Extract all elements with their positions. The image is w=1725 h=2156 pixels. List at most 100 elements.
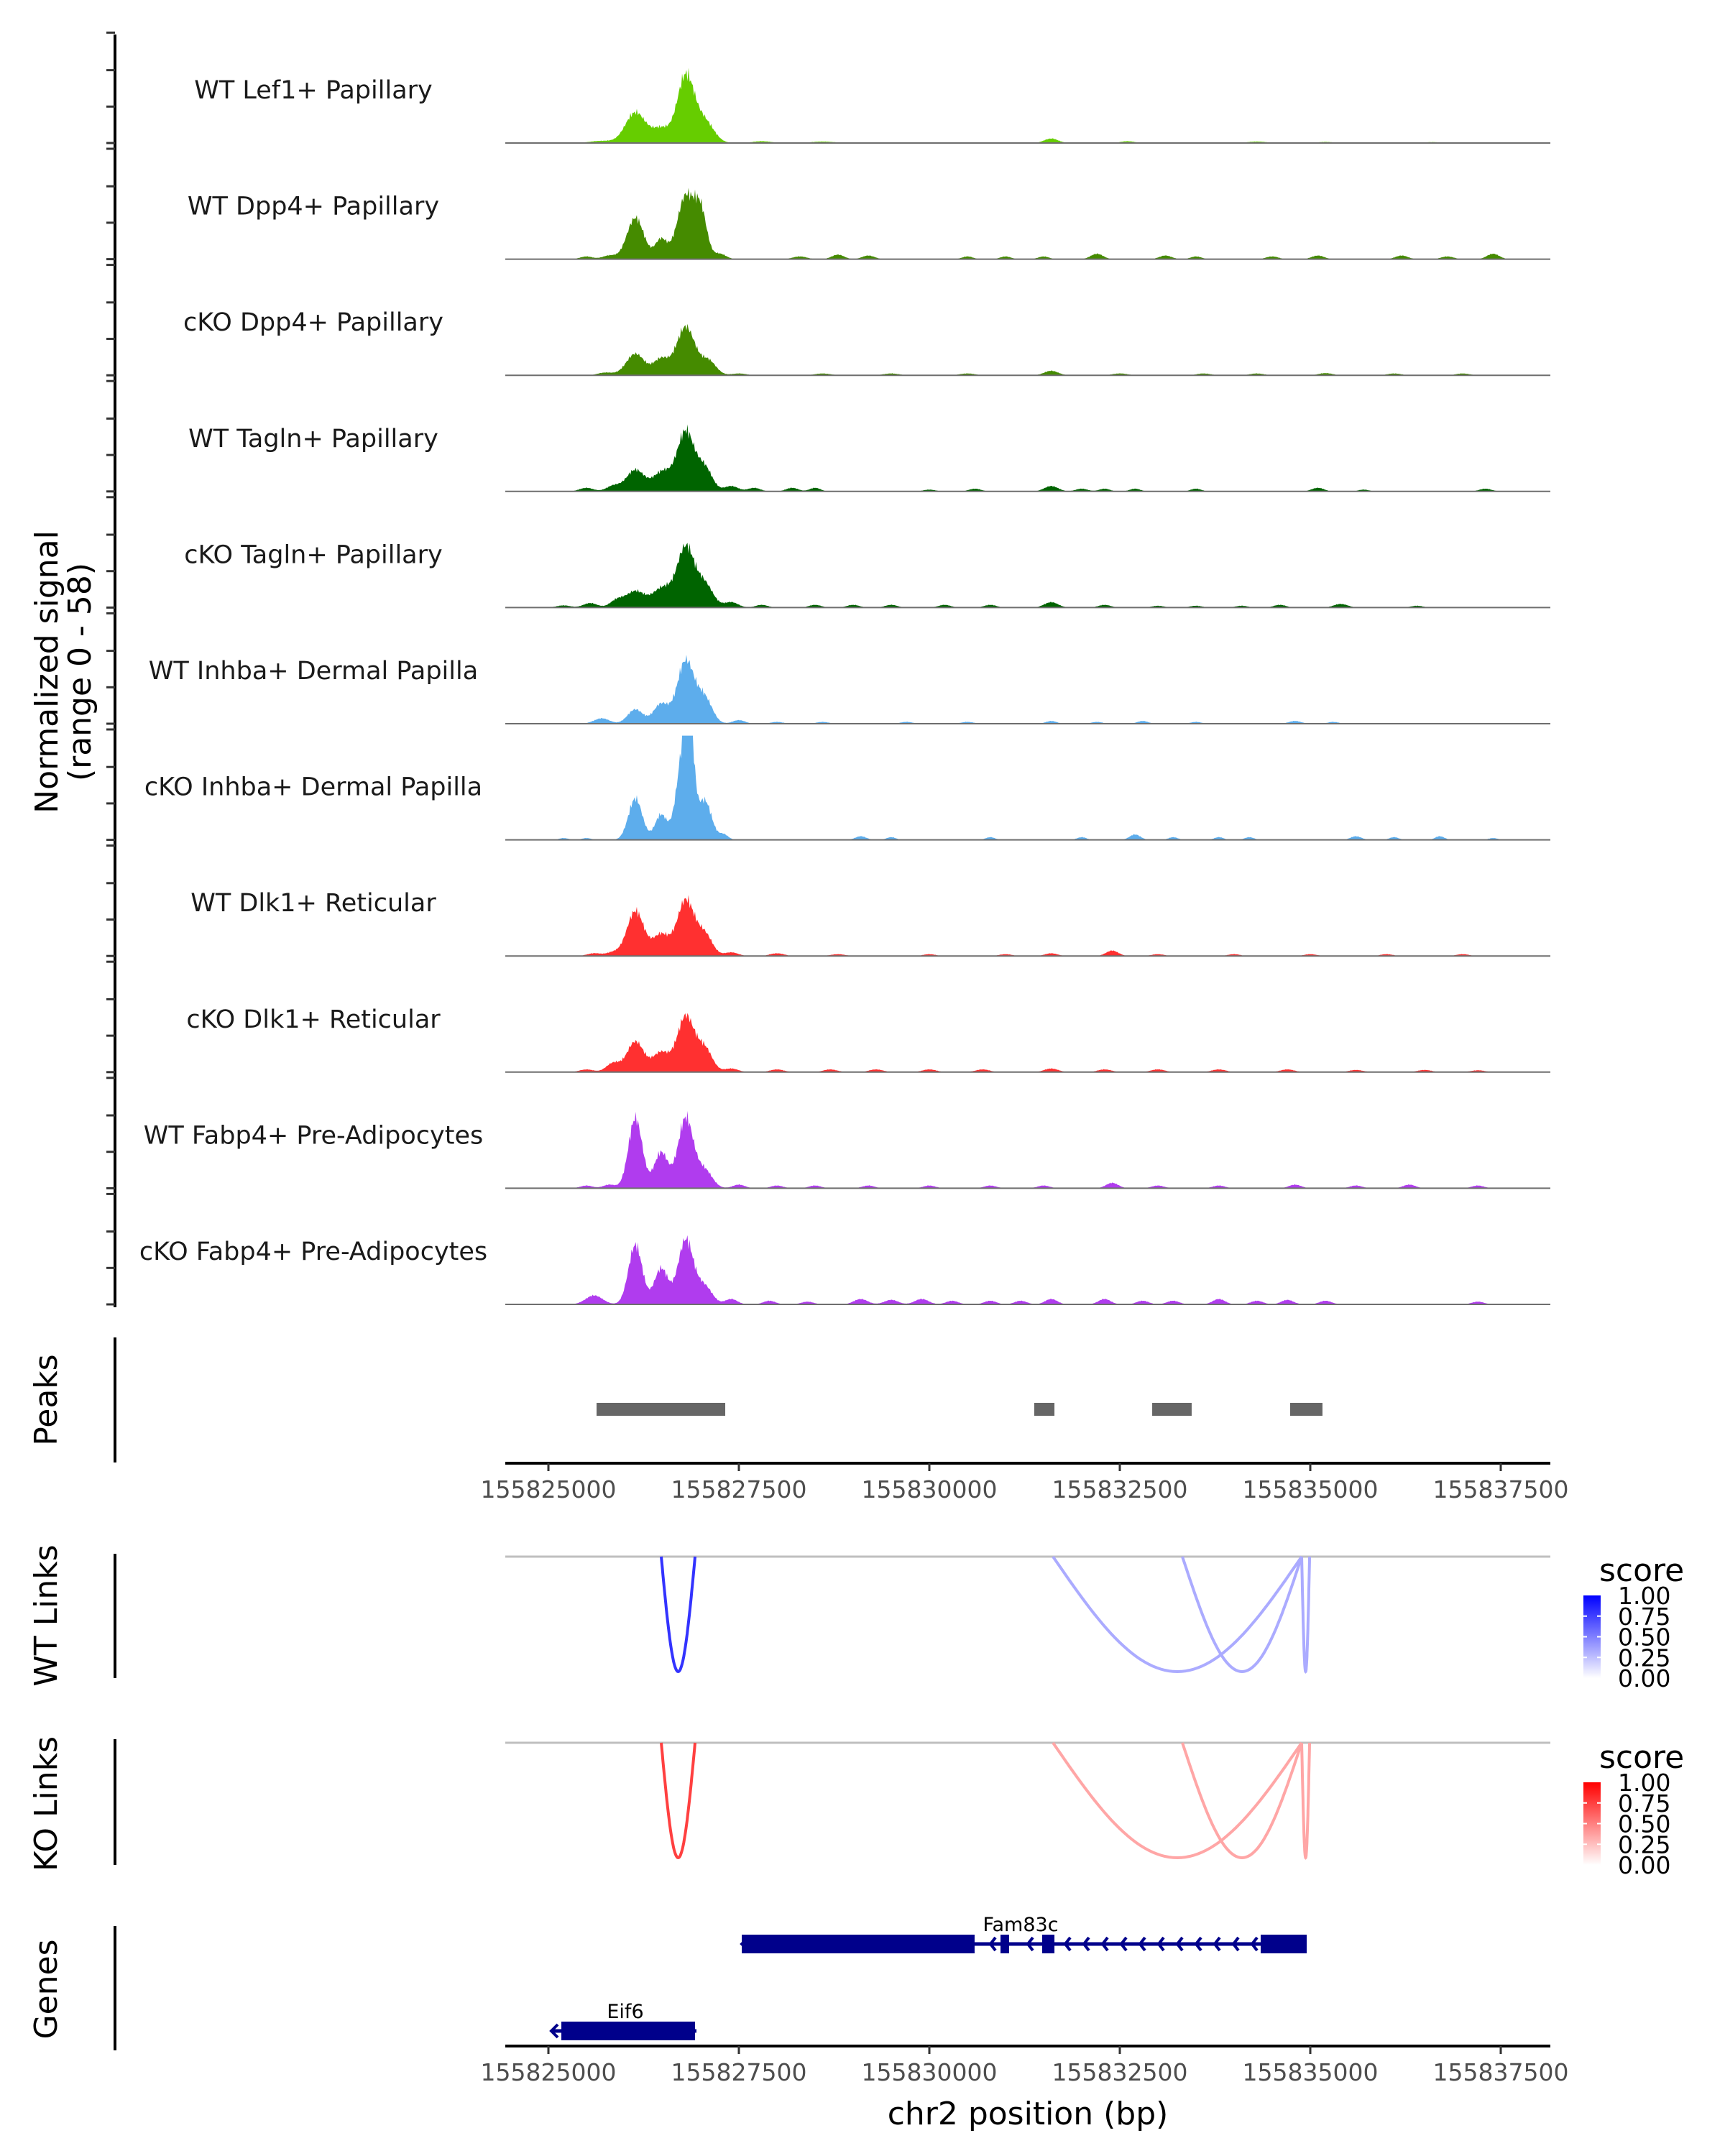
legend-tick-label: 1.00 — [1618, 1582, 1670, 1610]
track-label: cKO Fabp4+ Pre-Adipocytes — [139, 1238, 487, 1266]
legend-title: score — [1599, 1739, 1684, 1776]
ko-links — [505, 1741, 1550, 1860]
coverage-track: cKO Tagln+ Papillary — [184, 540, 1550, 609]
x-tick-label: 155832500 — [1052, 2058, 1188, 2086]
track-label: WT Dlk1+ Reticular — [190, 889, 436, 918]
strand-arrow-icon — [1082, 1936, 1090, 1952]
x-tick-label: 155837500 — [1433, 2058, 1569, 2086]
coverage-track: cKO Fabp4+ Pre-Adipocytes — [139, 1235, 1550, 1305]
x-tick-label: 155837500 — [1433, 1475, 1569, 1503]
peak-region — [596, 1403, 726, 1416]
x-axis-bottom: 155825000 155827500 155830000 155832500 1558… — [481, 2045, 1569, 2086]
strand-arrow-icon — [1026, 1936, 1034, 1952]
coverage-area — [505, 424, 1550, 492]
coverage-ylabel-line2: (range 0 - 58) — [62, 563, 98, 781]
gene-model: Eif6 — [549, 2001, 696, 2040]
track-label: WT Fabp4+ Pre-Adipocytes — [144, 1121, 483, 1150]
gene-model: Fam83c — [740, 1914, 1307, 1953]
link-arc — [1300, 1556, 1311, 1674]
track-label: cKO Dpp4+ Papillary — [183, 308, 443, 337]
strand-arrow-icon — [549, 2023, 559, 2039]
strand-arrow-icon — [1156, 1936, 1165, 1952]
peak-regions — [596, 1403, 1322, 1416]
link-arc — [1052, 1555, 1303, 1674]
strand-arrow-icon — [1138, 1936, 1146, 1952]
coverage-track: cKO Dpp4+ Papillary — [183, 308, 1550, 377]
coverage-area — [505, 895, 1550, 957]
x-tick-label: 155835000 — [1243, 1475, 1379, 1503]
legend-title: score — [1599, 1552, 1684, 1589]
x-axis-top: 155825000 155827500 155830000 155832500 1558… — [481, 1462, 1569, 1503]
coverage-track: WT Tagln+ Papillary — [188, 424, 1550, 492]
track-label: WT Inhba+ Dermal Papilla — [149, 657, 478, 686]
legend-tick-label: 0.50 — [1618, 1623, 1670, 1651]
x-tick-label: 155825000 — [481, 2058, 617, 2086]
x-tick-label: 155827500 — [671, 1475, 807, 1503]
strand-arrow-icon — [1213, 1936, 1221, 1952]
link-arc — [1181, 1556, 1303, 1674]
coverage-area — [505, 188, 1550, 259]
legend-tick-label: 0.25 — [1618, 1830, 1670, 1858]
coverage-area — [505, 1235, 1550, 1304]
x-tick-label: 155830000 — [862, 1475, 998, 1503]
gene-label: Fam83c — [983, 1914, 1058, 1936]
legend-tick-label: 0.75 — [1618, 1603, 1670, 1631]
coverage-track: WT Dpp4+ Papillary — [188, 188, 1550, 260]
legend-tick-label: 1.00 — [1618, 1769, 1670, 1797]
link-arc — [660, 1556, 696, 1674]
strand-arrow-icon — [1119, 1936, 1128, 1952]
coverage-track: cKO Inhba+ Dermal Papilla — [144, 735, 1550, 841]
coverage-area — [505, 543, 1550, 608]
coverage-y-ticks — [106, 31, 115, 1306]
coverage-track: WT Dlk1+ Reticular — [190, 889, 1550, 957]
coverage-track: cKO Dlk1+ Reticular — [186, 1005, 1550, 1073]
coverage-area — [505, 1110, 1550, 1189]
track-label: WT Lef1+ Papillary — [194, 76, 433, 105]
coverage-area — [505, 323, 1550, 376]
coverage-track: WT Lef1+ Papillary — [194, 68, 1550, 144]
wt-links — [505, 1555, 1550, 1674]
coverage-track: WT Inhba+ Dermal Papilla — [149, 655, 1550, 724]
x-tick-label: 155825000 — [481, 1475, 617, 1503]
coverage-area — [505, 1013, 1550, 1072]
peak-region — [1290, 1403, 1322, 1416]
strand-arrow-icon — [1100, 1936, 1109, 1952]
link-arc — [660, 1742, 696, 1860]
peak-region — [1152, 1403, 1192, 1416]
coverage-track: WT Fabp4+ Pre-Adipocytes — [144, 1110, 1550, 1189]
track-label: WT Dpp4+ Papillary — [188, 193, 439, 221]
legend-tick-label: 0.25 — [1618, 1644, 1670, 1672]
peak-region — [1034, 1403, 1055, 1416]
link-arc — [1181, 1742, 1303, 1860]
strand-arrow-icon — [988, 1936, 997, 1952]
track-label: cKO Dlk1+ Reticular — [186, 1005, 441, 1034]
strand-arrow-icon — [1194, 1936, 1202, 1952]
gene-exon — [561, 2022, 696, 2040]
track-label: cKO Inhba+ Dermal Papilla — [144, 773, 482, 802]
x-tick-label: 155827500 — [671, 2058, 807, 2086]
wt-links-track-label: WT Links — [28, 1544, 65, 1686]
gene-exon — [1041, 1935, 1055, 1953]
gene-models: Fam83c Eif6 — [549, 1914, 1307, 2040]
link-arc — [1300, 1742, 1311, 1860]
strand-arrow-icon — [1231, 1936, 1240, 1952]
legend-tick-label: 0.75 — [1618, 1789, 1670, 1818]
track-label: WT Tagln+ Papillary — [188, 425, 438, 453]
genes-track-label: Genes — [28, 1939, 65, 2039]
gene-exon — [1260, 1935, 1307, 1953]
coverage-area — [505, 655, 1550, 724]
legend-tick-label: 0.00 — [1618, 1851, 1670, 1879]
x-tick-label: 155835000 — [1243, 2058, 1379, 2086]
x-axis-title: chr2 position (bp) — [888, 2096, 1169, 2132]
x-tick-label: 155830000 — [862, 2058, 998, 2086]
x-tick-label: 155832500 — [1052, 1475, 1188, 1503]
coverage-tracks: WT Lef1+ Papillary WT Dpp4+ Papillary cKO … — [139, 68, 1550, 1305]
strand-arrow-icon — [740, 1936, 750, 1952]
gene-label: Eif6 — [607, 2001, 643, 2023]
coverage-area — [505, 735, 1550, 840]
legend-tick-label: 0.50 — [1618, 1810, 1670, 1838]
gene-exon — [1000, 1935, 1009, 1953]
strand-arrow-icon — [1175, 1936, 1184, 1952]
